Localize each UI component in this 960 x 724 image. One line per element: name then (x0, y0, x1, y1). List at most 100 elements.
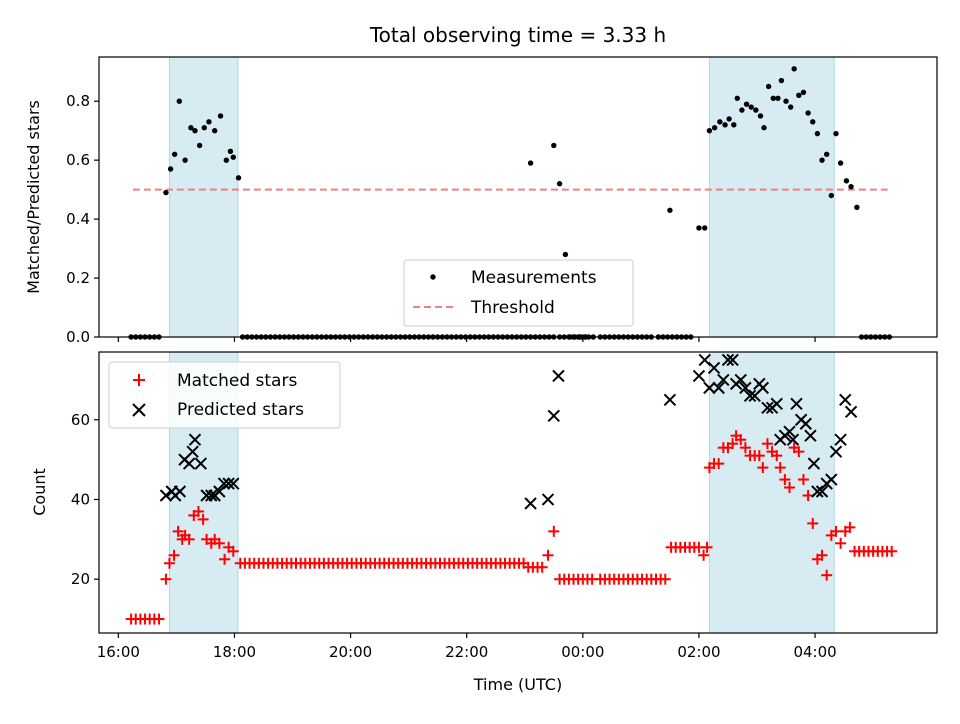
chart-title: Total observing time = 3.33 h (369, 23, 666, 47)
measurement-point (848, 183, 854, 190)
predicted-stars-point (790, 397, 803, 411)
measurement-point (556, 181, 563, 187)
predicted-stars-point (786, 433, 800, 446)
matched-stars-point (163, 557, 175, 569)
matched-stars-point (227, 545, 239, 557)
shaded-interval-1 (168, 56, 239, 338)
predicted-stars-point (222, 477, 235, 490)
predicted-stars-point (825, 473, 838, 486)
measurement-point (167, 166, 174, 172)
x-tick-label: 20:00 (329, 643, 372, 661)
predicted-stars-point (194, 457, 207, 470)
predicted-stars-point (799, 417, 812, 430)
bottom-plot-frame (98, 351, 938, 634)
predicted-stars-point (227, 477, 240, 490)
predicted-stars-point (734, 373, 747, 387)
matched-stars-point (886, 545, 898, 557)
measurement-point (823, 151, 830, 157)
bottom-legend: Matched stars Predicted stars (108, 361, 341, 429)
top-legend: Measurements Threshold (403, 259, 634, 327)
x-tick-label: 00:00 (561, 643, 604, 661)
predicted-stars-point (770, 397, 783, 411)
matched-stars-point (698, 549, 710, 561)
measurement-point (757, 113, 764, 119)
x-tick-label: 16:00 (97, 643, 140, 661)
matched-stars-point (168, 549, 180, 561)
predicted-stars-point (844, 405, 858, 418)
matched-stars-point (844, 521, 856, 533)
measurement-point (235, 175, 242, 181)
predicted-stars-point (541, 493, 555, 506)
predicted-stars-point (707, 361, 721, 375)
top-y-ticks: 0.0 0.2 0.4 0.6 0.8 (66, 92, 99, 346)
predicted-stars-point (804, 429, 817, 442)
measurement-point (726, 116, 732, 122)
x-axis-label: Time (UTC) (473, 675, 562, 694)
measurement-point (196, 142, 203, 149)
measurement-point (562, 251, 569, 258)
y-tick-label: 0.8 (66, 92, 90, 110)
predicted-stars-point (205, 489, 218, 502)
measurement-point (739, 107, 745, 113)
matched-stars-point (757, 462, 769, 474)
measurement-point (163, 189, 169, 196)
measurement-point (761, 125, 767, 131)
measurement-point (748, 104, 754, 110)
measurement-point (743, 101, 750, 107)
measurement-point (775, 95, 781, 101)
matched-stars-point (784, 482, 796, 494)
measurement-point (702, 225, 708, 231)
measurement-point (706, 127, 713, 134)
measurement-point (796, 92, 802, 99)
matched-stars-point (536, 561, 548, 573)
bottom-x-ticks: 16:00 18:00 20:00 22:00 00:00 02:00 04:00 (97, 633, 837, 661)
top-y-axis-label: Matched/Predicted stars (24, 100, 43, 294)
measurement-point (230, 154, 236, 160)
measurement-point (192, 127, 198, 134)
measurement-point (800, 89, 807, 96)
predicted-stars-point (524, 497, 537, 510)
top-plot-frame (98, 56, 938, 338)
predicted-stars-point (188, 433, 202, 446)
measurement-point (717, 119, 723, 125)
predicted-stars-point (815, 485, 829, 498)
y-tick-label: 0.2 (66, 269, 90, 287)
measurement-point (819, 157, 825, 163)
matched-stars-series (125, 430, 898, 625)
predicted-stars-point (717, 373, 730, 387)
measurement-point (227, 148, 234, 155)
measurement-point (711, 125, 718, 131)
y-tick-label: 0.6 (66, 151, 90, 169)
measurement-point (787, 104, 794, 110)
legend-measurements-marker (430, 274, 436, 280)
measurement-point (667, 207, 673, 213)
y-tick-label: 60 (71, 411, 90, 429)
matched-stars-point (735, 434, 747, 446)
measurement-point (171, 151, 178, 157)
predicted-stars-point (182, 457, 196, 470)
top-panel: Total observing time = 3.33 h Matched/Pr… (24, 23, 938, 346)
measurement-point (206, 119, 212, 125)
measurement-point (805, 110, 811, 116)
measurement-point (753, 107, 759, 113)
x-tick-label: 04:00 (793, 643, 836, 661)
measurement-point (765, 83, 772, 90)
measurement-point (731, 122, 737, 128)
matched-stars-point (172, 525, 184, 537)
matched-stars-point (659, 573, 671, 585)
legend-predicted-label: Predicted stars (177, 400, 304, 420)
predicted-stars-point (663, 393, 677, 407)
matched-stars-point (701, 541, 713, 553)
measurement-point (828, 192, 835, 199)
measurement-point (837, 160, 844, 166)
predicted-stars-point (726, 353, 739, 367)
y-tick-label: 20 (71, 570, 90, 588)
predicted-stars-point (807, 457, 821, 470)
matched-stars-point (807, 517, 819, 529)
legend-predicted-marker (132, 403, 146, 417)
matched-stars-point (219, 553, 231, 565)
top-legend-box (403, 259, 634, 327)
legend-matched-marker (133, 374, 145, 386)
y-tick-label: 0.0 (66, 328, 90, 346)
